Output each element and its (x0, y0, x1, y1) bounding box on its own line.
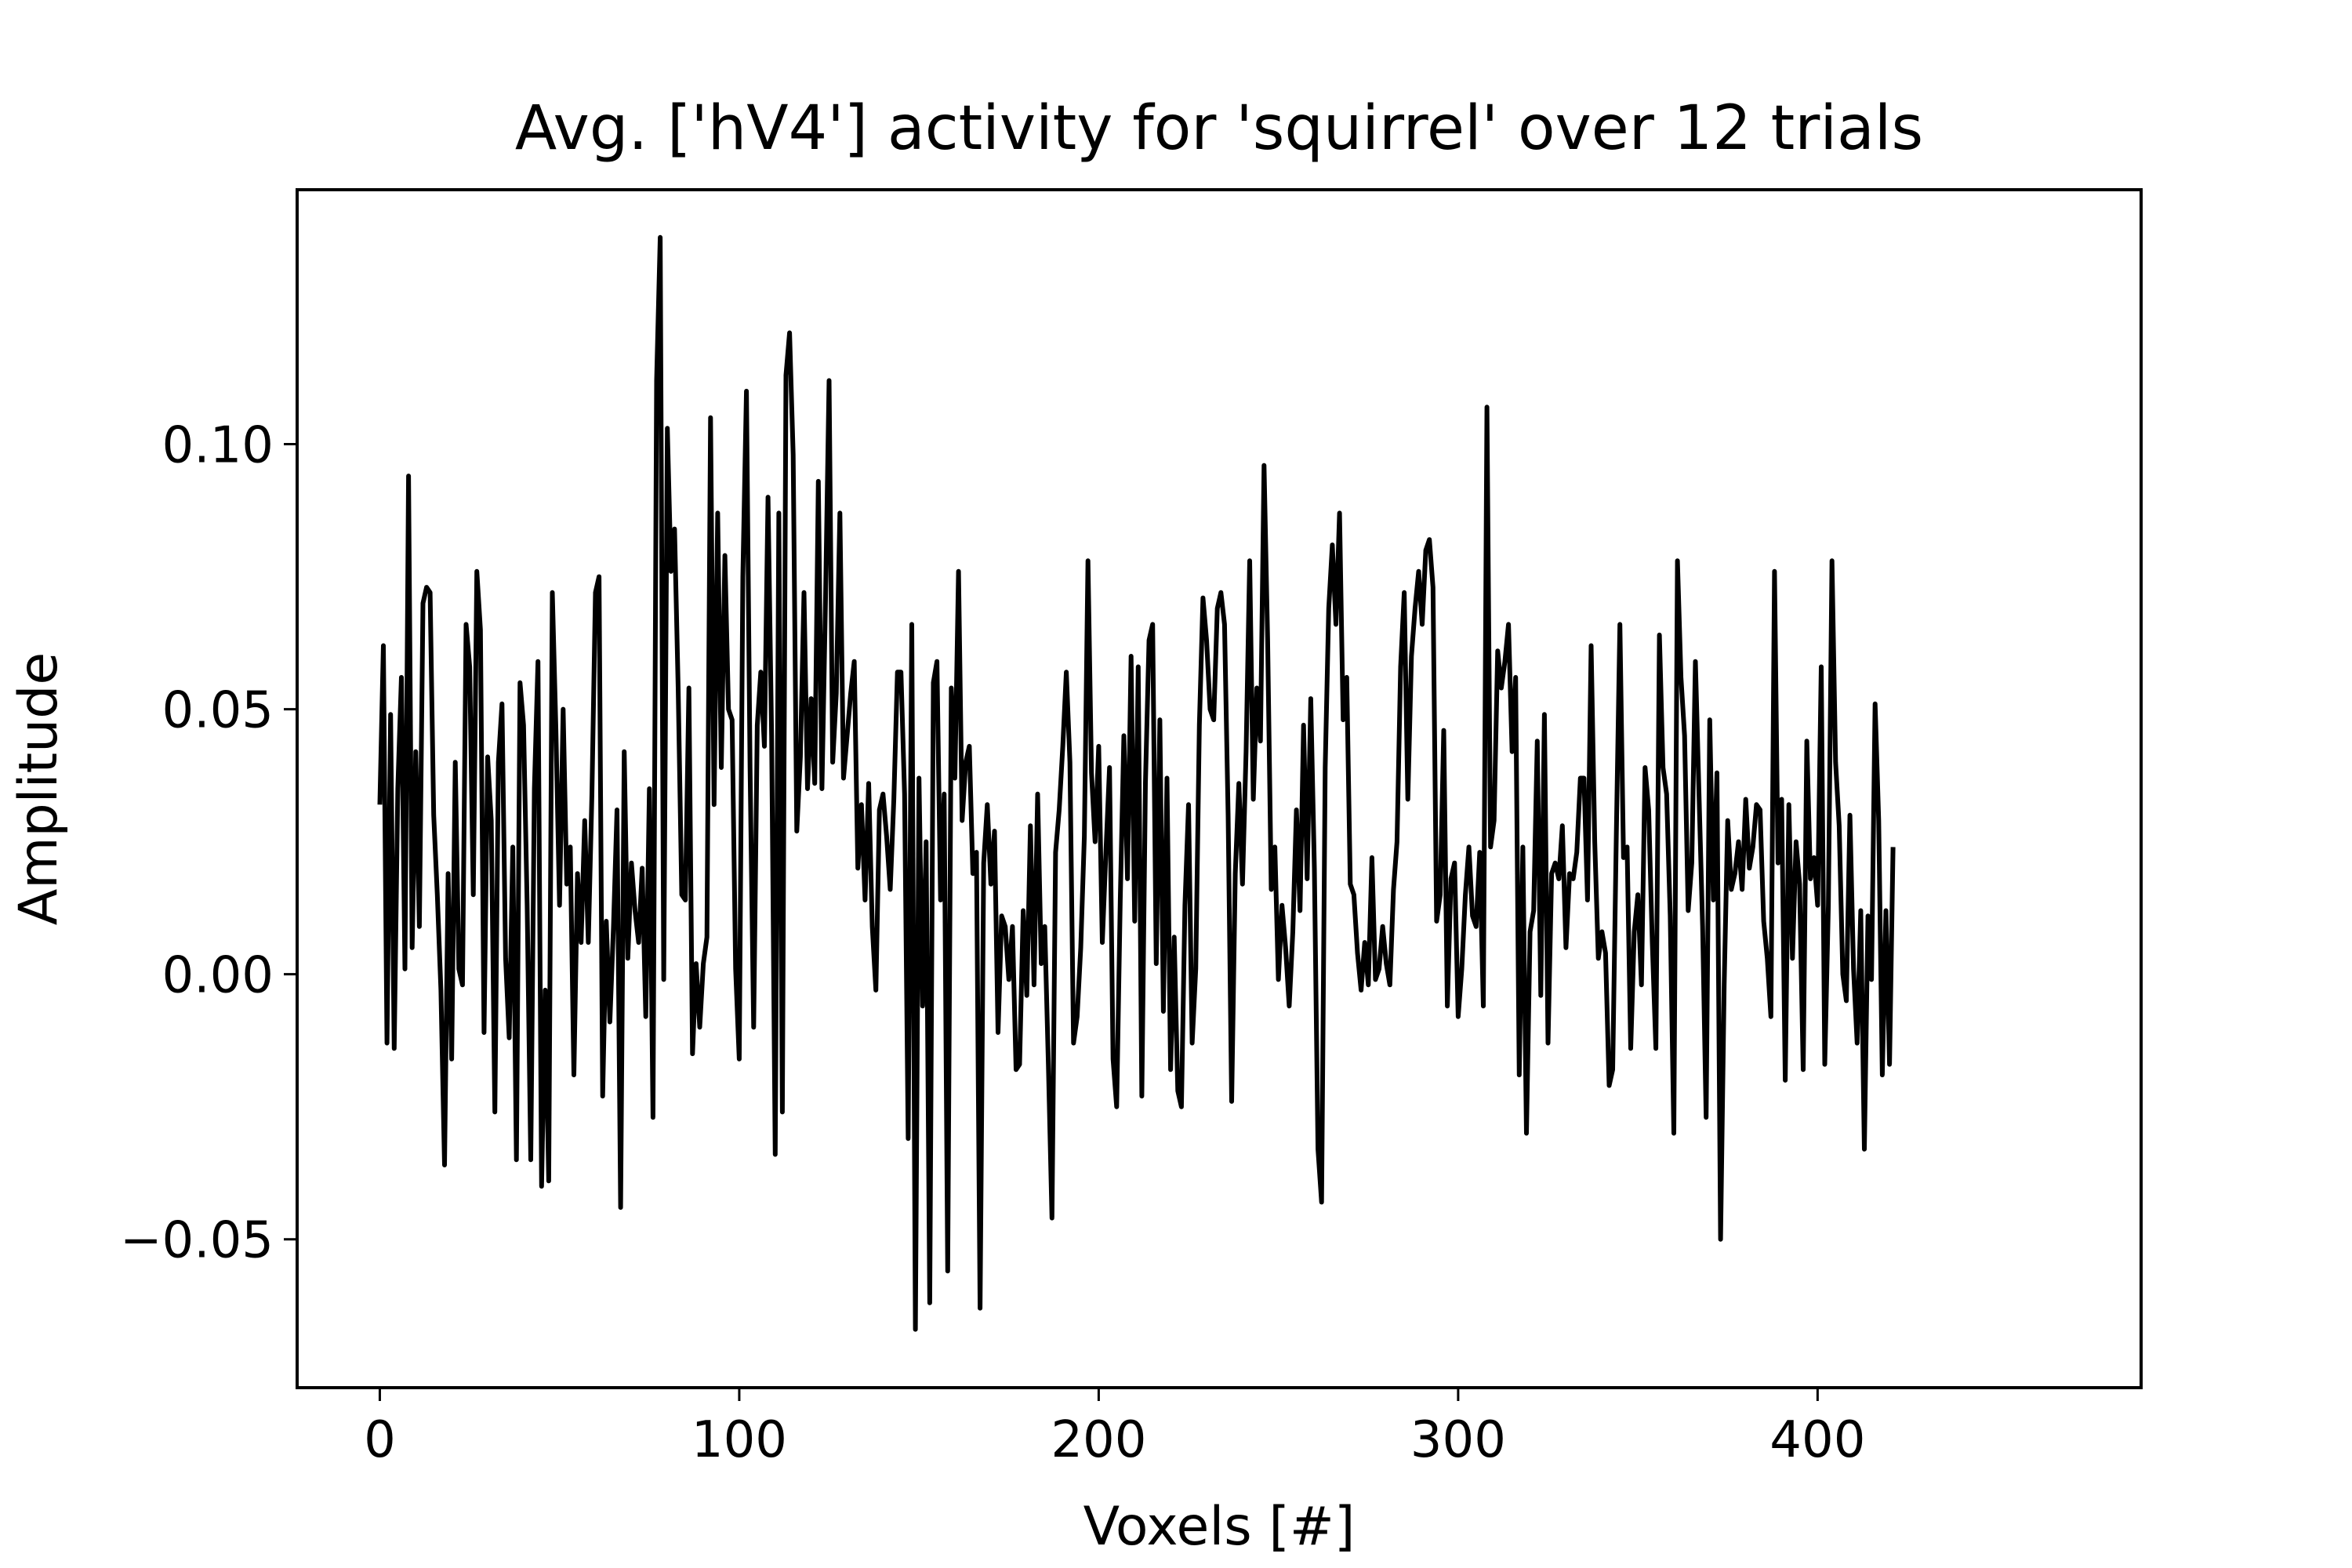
axes-frame (296, 188, 2143, 1389)
y-axis: −0.05 0.00 0.05 0.10 (120, 417, 297, 1270)
y-tick-label: 0.00 (162, 947, 274, 1005)
plot-area (377, 234, 1896, 1332)
chart-title: Avg. ['hV4'] activity for 'squirrel' ove… (515, 93, 1923, 164)
y-axis-label: Amplitude (8, 652, 70, 925)
x-axis-label: Voxels [#] (1083, 1496, 1356, 1558)
x-tick-label: 200 (1051, 1411, 1146, 1469)
x-tick-label: 300 (1410, 1411, 1506, 1469)
y-tick-label: 0.05 (162, 682, 274, 740)
x-tick-label: 100 (691, 1411, 787, 1469)
y-tick-label: −0.05 (120, 1212, 274, 1270)
x-tick-label: 400 (1769, 1411, 1865, 1469)
x-axis: 0 100 200 300 400 (364, 1388, 1865, 1469)
series-line-0 (377, 234, 1896, 1332)
y-tick-label: 0.10 (162, 417, 274, 475)
x-tick-label: 0 (364, 1411, 396, 1469)
